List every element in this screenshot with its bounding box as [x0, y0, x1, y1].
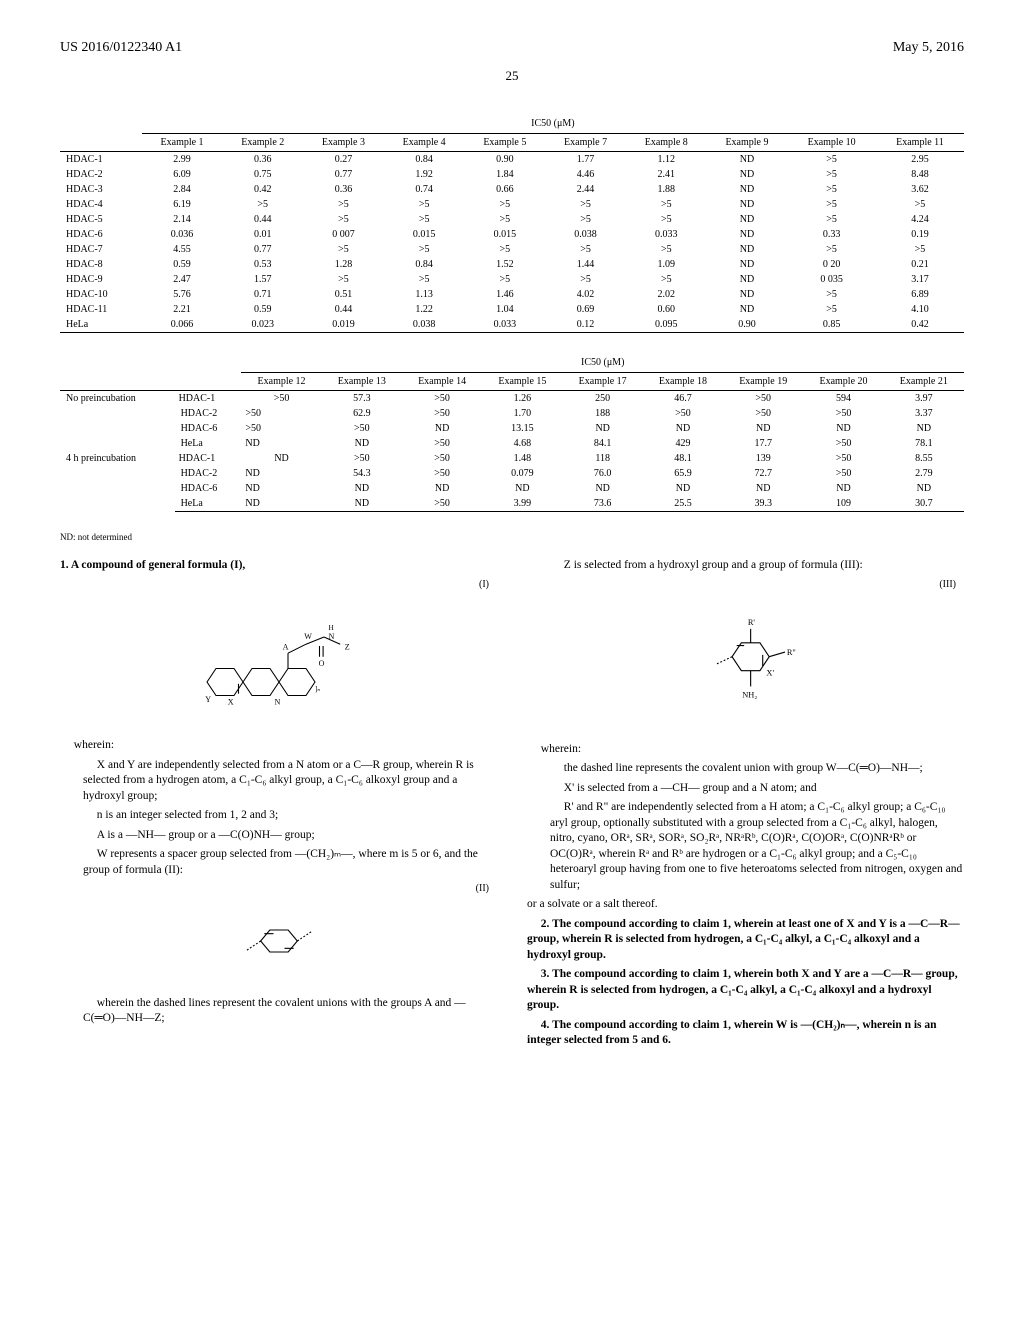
publication-date: May 5, 2016 [893, 40, 964, 56]
claims-columns: 1. A compound of general formula (I), (I… [60, 558, 964, 1053]
table-row: HDAC-52.140.44>5>5>5>5>5ND>54.24 [60, 212, 964, 227]
table2-header-row: Example 12 Example 13 Example 14 Example… [60, 373, 964, 391]
svg-text:Y: Y [205, 695, 211, 704]
table-row: HeLa0.0660.0230.0190.0380.0330.120.0950.… [60, 317, 964, 333]
ic50-table-1: IC50 (μM) Example 1 Example 2 Example 3 … [60, 114, 964, 333]
f3-wherein: wherein: [527, 742, 964, 758]
claim-n: n is an integer selected from 1, 2 and 3… [60, 808, 497, 824]
svg-text:Z: Z [344, 643, 349, 652]
f3-dash: the dashed line represents the covalent … [527, 761, 964, 777]
table2-metric: IC50 (μM) [241, 353, 964, 373]
formula-3: R' R" X' NH₂ [527, 601, 964, 722]
table-row: HeLaNDND>503.9973.625.539.310930.7 [60, 496, 964, 512]
formula-2 [60, 906, 497, 976]
table1-header-row: Example 1 Example 2 Example 3 Example 4 … [60, 134, 964, 152]
table-row: HDAC-6NDNDNDNDNDNDNDNDND [60, 481, 964, 496]
table-row: HDAC-32.840.420.360.740.662.441.88ND>53.… [60, 182, 964, 197]
table-row: HDAC-12.990.360.270.840.901.771.12ND>52.… [60, 152, 964, 168]
svg-text:X': X' [766, 668, 774, 677]
ic50-table-2: IC50 (μM) Example 12 Example 13 Example … [60, 353, 964, 512]
formula-1-label: (I) [60, 578, 497, 592]
svg-text:O: O [318, 659, 324, 668]
table-row: HDAC-112.210.590.441.221.040.690.60ND>54… [60, 302, 964, 317]
svg-text:NH₂: NH₂ [742, 691, 757, 700]
f3-x: X' is selected from a —CH— group and a N… [527, 781, 964, 797]
table-row: HDAC-80.590.531.280.841.521.441.09ND0 20… [60, 257, 964, 272]
table-row: 4 h preincubationHDAC-1ND>50>501.4811848… [60, 451, 964, 466]
claim-2: 2. The compound according to claim 1, wh… [527, 917, 964, 964]
formula-2-note: wherein the dashed lines represent the c… [60, 996, 497, 1027]
formula-1: Y X N A W H N Z O ]ₙ [60, 601, 497, 718]
formula-3-label: (III) [527, 578, 964, 592]
table-row: HDAC-6>50>50ND13.15NDNDNDNDND [60, 421, 964, 436]
formula-2-svg [224, 906, 334, 976]
claim-1-intro: 1. A compound of general formula (I), [60, 558, 497, 574]
svg-text:H: H [328, 624, 333, 632]
formula-1-svg: Y X N A W H N Z O ]ₙ [189, 601, 369, 718]
claim-4: 4. The compound according to claim 1, wh… [527, 1018, 964, 1049]
table-row: HDAC-46.19>5>5>5>5>5>5ND>5>5 [60, 197, 964, 212]
wherein-label: wherein: [60, 738, 497, 754]
svg-text:W: W [304, 632, 312, 641]
table-row: HDAC-105.760.710.511.131.464.022.02ND>56… [60, 287, 964, 302]
page-header: US 2016/0122340 A1 May 5, 2016 [60, 40, 964, 56]
formula-2-label: (II) [60, 882, 497, 896]
claim-3: 3. The compound according to claim 1, wh… [527, 967, 964, 1014]
table1-metric: IC50 (μM) [142, 114, 964, 134]
table-row: HDAC-2>5062.9>501.70188>50>50>503.37 [60, 406, 964, 421]
svg-text:N: N [328, 632, 334, 641]
claim-z: Z is selected from a hydroxyl group and … [527, 558, 964, 574]
claim-w: W represents a spacer group selected fro… [60, 847, 497, 878]
left-column: 1. A compound of general formula (I), (I… [60, 558, 497, 1053]
solvate: or a solvate or a salt thereof. [527, 897, 964, 913]
svg-text:A: A [282, 643, 288, 652]
claim-a: A is a —NH— group or a —C(O)NH— group; [60, 828, 497, 844]
publication-number: US 2016/0122340 A1 [60, 40, 182, 56]
table-row: HeLaNDND>504.6884.142917.7>5078.1 [60, 436, 964, 451]
table-row: HDAC-26.090.750.771.921.844.462.41ND>58.… [60, 167, 964, 182]
page-number: 25 [60, 68, 964, 84]
table-row: HDAC-2ND54.3>500.07976.065.972.7>502.79 [60, 466, 964, 481]
table-row: No preincubationHDAC-1>5057.3>501.262504… [60, 391, 964, 407]
formula-3-svg: R' R" X' NH₂ [681, 601, 811, 722]
svg-text:X: X [227, 698, 233, 707]
svg-text:R': R' [747, 618, 755, 627]
f3-r: R' and R" are independently selected fro… [527, 800, 964, 893]
table-row: HDAC-60.0360.010 0070.0150.0150.0380.033… [60, 227, 964, 242]
svg-text:]ₙ: ]ₙ [315, 685, 320, 693]
table-footnote: ND: not determined [60, 532, 964, 542]
table-row: HDAC-92.471.57>5>5>5>5>5ND0 0353.17 [60, 272, 964, 287]
svg-text:N: N [274, 698, 280, 707]
svg-text:R": R" [786, 648, 795, 657]
right-column: Z is selected from a hydroxyl group and … [527, 558, 964, 1053]
claim-xy: X and Y are independently selected from … [60, 758, 497, 805]
table-row: HDAC-74.550.77>5>5>5>5>5ND>5>5 [60, 242, 964, 257]
